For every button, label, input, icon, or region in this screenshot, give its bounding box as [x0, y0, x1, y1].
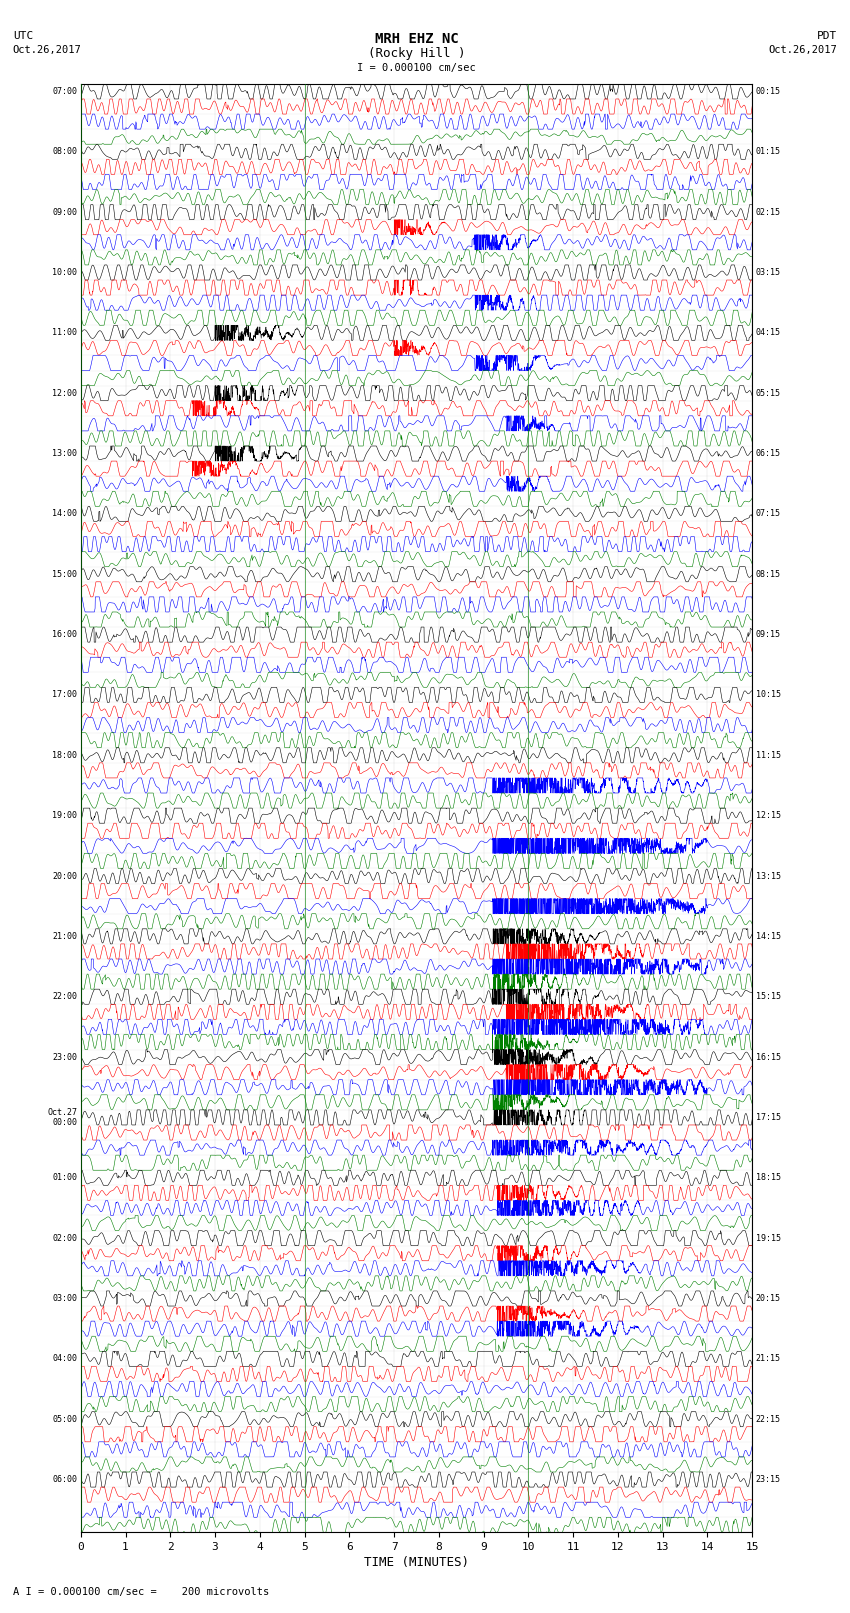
Text: 06:15: 06:15	[756, 448, 780, 458]
Text: 10:15: 10:15	[756, 690, 780, 700]
Text: 21:15: 21:15	[756, 1355, 780, 1363]
Text: 15:00: 15:00	[53, 569, 77, 579]
Text: 03:15: 03:15	[756, 268, 780, 277]
Text: Oct.27
00:00: Oct.27 00:00	[48, 1108, 77, 1127]
Text: 18:00: 18:00	[53, 750, 77, 760]
Text: 07:15: 07:15	[756, 510, 780, 518]
Text: 06:00: 06:00	[53, 1474, 77, 1484]
Text: 18:15: 18:15	[756, 1173, 780, 1182]
X-axis label: TIME (MINUTES): TIME (MINUTES)	[364, 1557, 469, 1569]
Text: 19:00: 19:00	[53, 811, 77, 819]
Text: 22:00: 22:00	[53, 992, 77, 1002]
Text: 16:15: 16:15	[756, 1053, 780, 1061]
Text: 12:15: 12:15	[756, 811, 780, 819]
Text: I = 0.000100 cm/sec: I = 0.000100 cm/sec	[357, 63, 476, 73]
Text: 09:00: 09:00	[53, 208, 77, 216]
Text: 02:00: 02:00	[53, 1234, 77, 1242]
Text: 02:15: 02:15	[756, 208, 780, 216]
Text: 14:00: 14:00	[53, 510, 77, 518]
Text: A I = 0.000100 cm/sec =    200 microvolts: A I = 0.000100 cm/sec = 200 microvolts	[13, 1587, 269, 1597]
Text: Oct.26,2017: Oct.26,2017	[768, 45, 837, 55]
Text: 12:00: 12:00	[53, 389, 77, 398]
Text: (Rocky Hill ): (Rocky Hill )	[368, 47, 465, 60]
Text: 20:00: 20:00	[53, 871, 77, 881]
Text: 16:00: 16:00	[53, 631, 77, 639]
Text: 17:00: 17:00	[53, 690, 77, 700]
Text: UTC: UTC	[13, 31, 33, 40]
Text: 09:15: 09:15	[756, 631, 780, 639]
Text: 11:00: 11:00	[53, 329, 77, 337]
Text: Oct.26,2017: Oct.26,2017	[13, 45, 82, 55]
Text: 05:00: 05:00	[53, 1415, 77, 1424]
Text: PDT: PDT	[817, 31, 837, 40]
Text: 11:15: 11:15	[756, 750, 780, 760]
Text: 04:00: 04:00	[53, 1355, 77, 1363]
Text: 10:00: 10:00	[53, 268, 77, 277]
Text: 13:00: 13:00	[53, 448, 77, 458]
Text: 14:15: 14:15	[756, 932, 780, 940]
Text: 23:15: 23:15	[756, 1474, 780, 1484]
Text: 21:00: 21:00	[53, 932, 77, 940]
Text: 20:15: 20:15	[756, 1294, 780, 1303]
Text: 22:15: 22:15	[756, 1415, 780, 1424]
Text: 07:00: 07:00	[53, 87, 77, 95]
Text: 01:15: 01:15	[756, 147, 780, 156]
Text: 08:15: 08:15	[756, 569, 780, 579]
Text: 04:15: 04:15	[756, 329, 780, 337]
Text: 01:00: 01:00	[53, 1173, 77, 1182]
Text: 03:00: 03:00	[53, 1294, 77, 1303]
Text: 19:15: 19:15	[756, 1234, 780, 1242]
Text: MRH EHZ NC: MRH EHZ NC	[375, 32, 458, 47]
Text: 17:15: 17:15	[756, 1113, 780, 1123]
Text: 15:15: 15:15	[756, 992, 780, 1002]
Text: 00:15: 00:15	[756, 87, 780, 95]
Text: 23:00: 23:00	[53, 1053, 77, 1061]
Text: 05:15: 05:15	[756, 389, 780, 398]
Text: 13:15: 13:15	[756, 871, 780, 881]
Text: 08:00: 08:00	[53, 147, 77, 156]
